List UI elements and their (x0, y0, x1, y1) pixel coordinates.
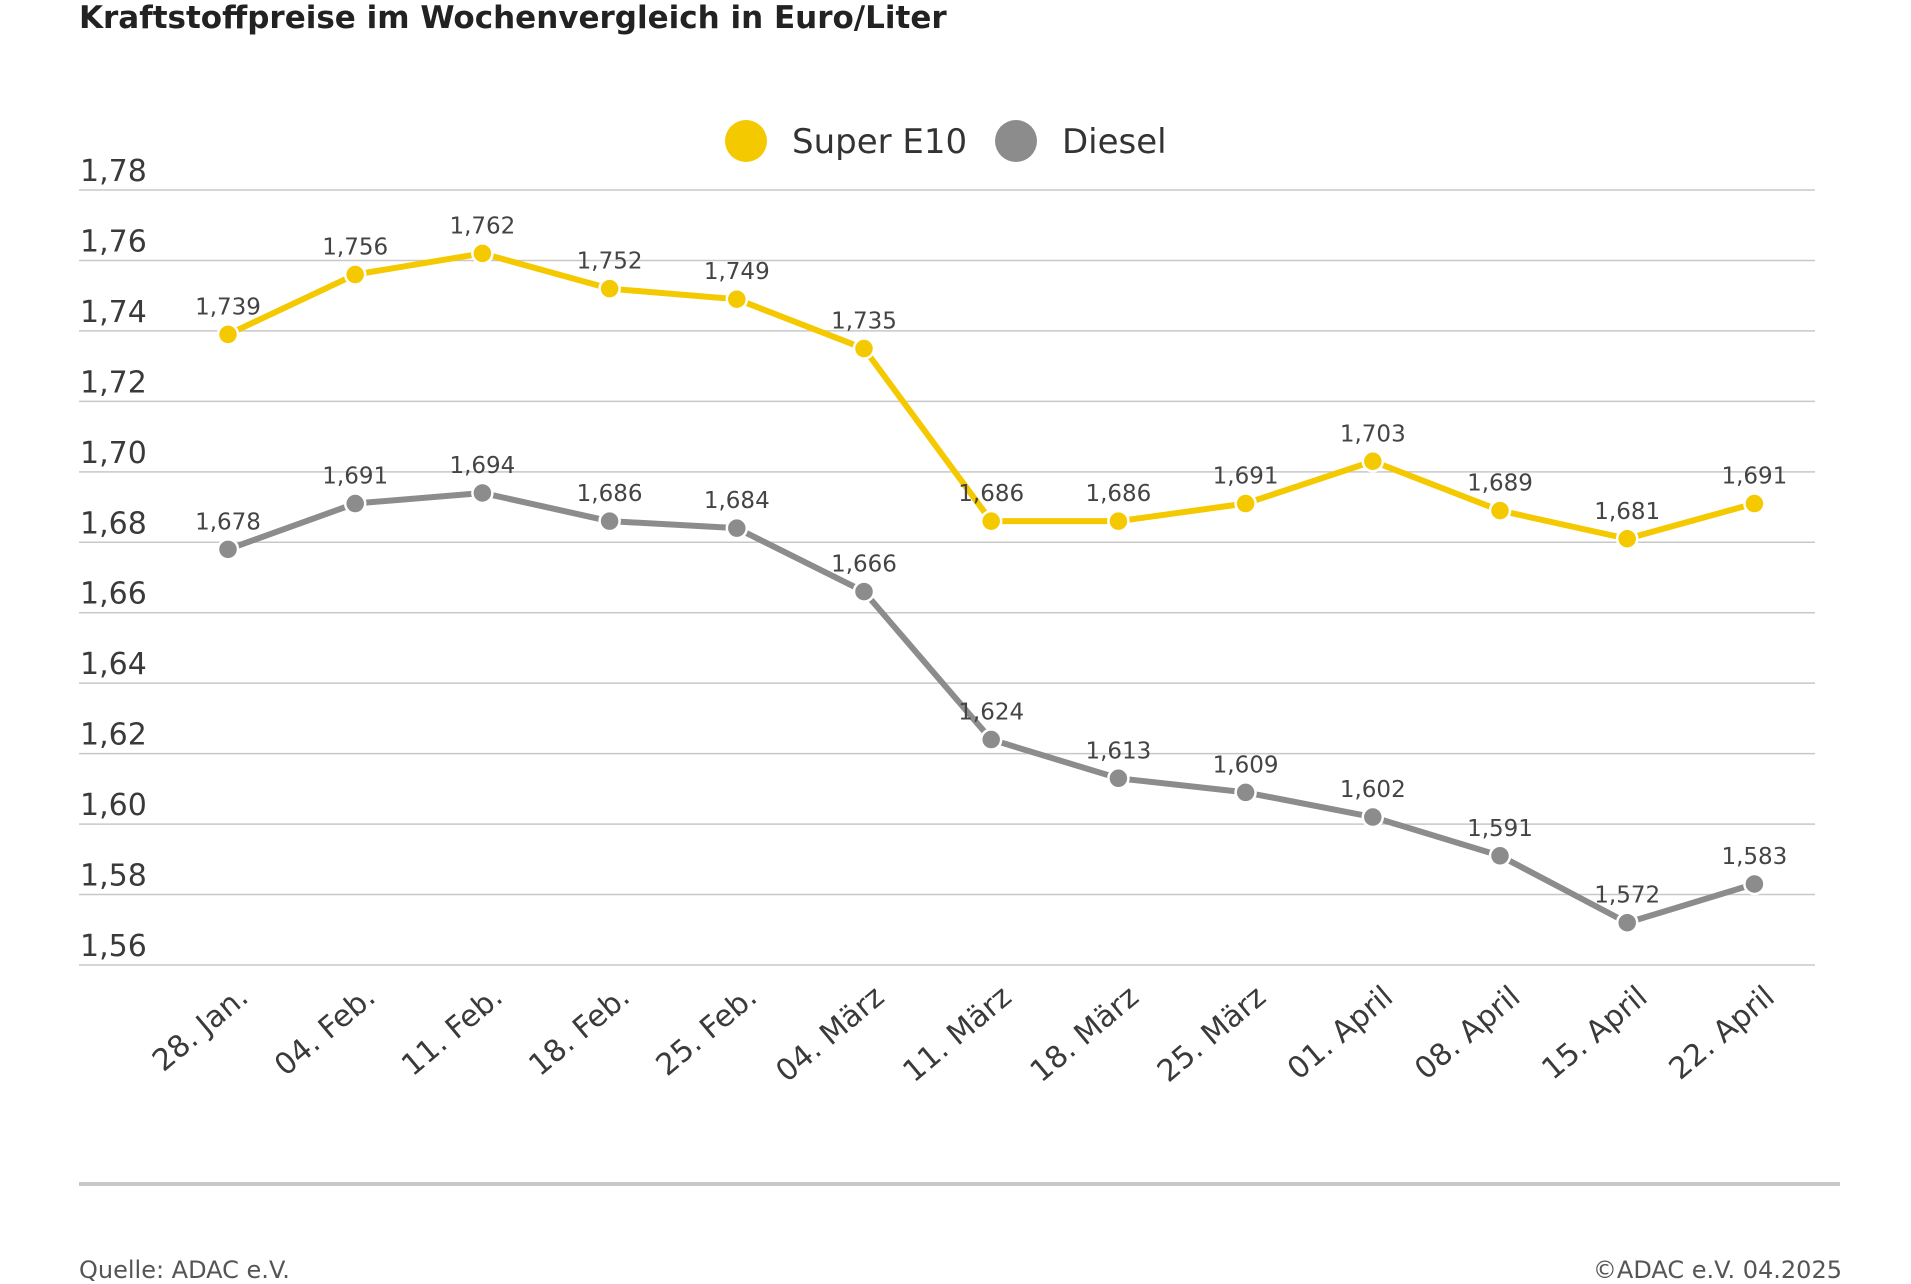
data-point (1488, 844, 1512, 868)
data-label: 1,739 (195, 294, 261, 320)
data-point (1615, 911, 1639, 934)
data-point (852, 580, 876, 603)
data-point (343, 263, 367, 286)
legend-label: Super E10 (792, 122, 967, 162)
data-label: 1,691 (322, 464, 388, 490)
data-label: 1,684 (704, 488, 770, 514)
data-point (598, 277, 621, 300)
data-label: 1,735 (831, 309, 897, 335)
data-point (725, 516, 749, 540)
data-point (1107, 767, 1130, 790)
data-label: 1,583 (1721, 844, 1787, 870)
data-point (1234, 492, 1257, 515)
data-label: 1,686 (577, 481, 643, 507)
chart-title: Kraftstoffpreise im Wochenvergleich in E… (79, 0, 947, 36)
data-point (979, 728, 1003, 751)
copyright-note: ©ADAC e.V. 04.2025 (1592, 1256, 1842, 1284)
data-label: 1,762 (449, 213, 515, 239)
x-tick-label: 11. März (897, 979, 1019, 1089)
data-label: 1,572 (1594, 883, 1660, 909)
data-label: 1,691 (1721, 464, 1787, 490)
data-label: 1,613 (1085, 738, 1151, 764)
data-label: 1,678 (195, 509, 261, 535)
data-label: 1,686 (958, 481, 1024, 507)
data-point (1234, 781, 1257, 804)
x-tick-label: 18. März (1024, 979, 1146, 1089)
y-tick-label: 1,66 (80, 577, 147, 612)
y-tick-label: 1,76 (80, 224, 147, 259)
data-label: 1,591 (1467, 816, 1533, 842)
data-point (343, 492, 367, 515)
data-label: 1,609 (1213, 752, 1279, 778)
data-point (852, 337, 876, 360)
data-point (1361, 805, 1385, 829)
y-tick-label: 1,58 (80, 859, 147, 894)
legend-marker (725, 120, 767, 162)
data-label: 1,756 (322, 235, 388, 261)
x-tick-label: 25. März (1151, 979, 1273, 1089)
data-label: 1,703 (1340, 421, 1406, 447)
data-label: 1,686 (1085, 481, 1151, 507)
data-label: 1,666 (831, 552, 897, 578)
data-label: 1,624 (958, 700, 1024, 726)
x-tick-label: 08. April (1408, 979, 1527, 1087)
y-tick-label: 1,64 (80, 647, 147, 682)
y-tick-label: 1,68 (80, 506, 147, 541)
x-tick-label: 11. Feb. (395, 979, 509, 1083)
y-tick-label: 1,56 (80, 929, 147, 964)
x-tick-label: 28. Jan. (146, 979, 255, 1078)
source-note: Quelle: ADAC e.V. (79, 1256, 290, 1284)
x-tick-label: 15. April (1535, 979, 1654, 1087)
x-tick-label: 25. Feb. (650, 979, 764, 1083)
x-tick-label: 01. April (1281, 979, 1400, 1087)
y-tick-label: 1,78 (80, 154, 147, 189)
line-chart: 1,78 1,76 1,74 1,72 1,70 1,68 1,66 1,64 1,62 1,60… (79, 120, 1840, 1186)
data-point (216, 323, 240, 346)
data-point (471, 242, 494, 265)
data-point (1107, 509, 1130, 533)
legend-label: Diesel (1062, 122, 1167, 162)
data-point (1361, 450, 1385, 473)
x-tick-label: 04. Feb. (268, 979, 382, 1083)
data-label: 1,602 (1340, 777, 1406, 803)
data-label: 1,749 (704, 259, 770, 285)
data-label: 1,689 (1467, 471, 1533, 497)
data-label: 1,694 (449, 453, 515, 479)
legend-marker (995, 120, 1037, 162)
y-tick-label: 1,62 (80, 718, 147, 753)
data-point (1743, 492, 1766, 515)
data-label: 1,681 (1594, 499, 1660, 525)
data-point (471, 481, 494, 505)
data-point (598, 509, 621, 533)
x-tick-label: 04. März (769, 979, 891, 1089)
data-point (725, 287, 749, 311)
y-tick-label: 1,60 (80, 788, 147, 823)
y-tick-label: 1,70 (80, 436, 147, 471)
data-label: 1,691 (1213, 464, 1279, 490)
data-point (979, 509, 1003, 533)
data-label: 1,752 (577, 249, 643, 275)
data-point (1743, 872, 1766, 896)
x-tick-label: 22. April (1663, 979, 1782, 1087)
x-tick-label: 18. Feb. (522, 979, 636, 1083)
y-tick-label: 1,72 (80, 365, 147, 400)
data-point (1488, 499, 1512, 522)
data-point (216, 538, 240, 561)
y-tick-label: 1,74 (80, 295, 147, 330)
data-point (1615, 527, 1639, 550)
